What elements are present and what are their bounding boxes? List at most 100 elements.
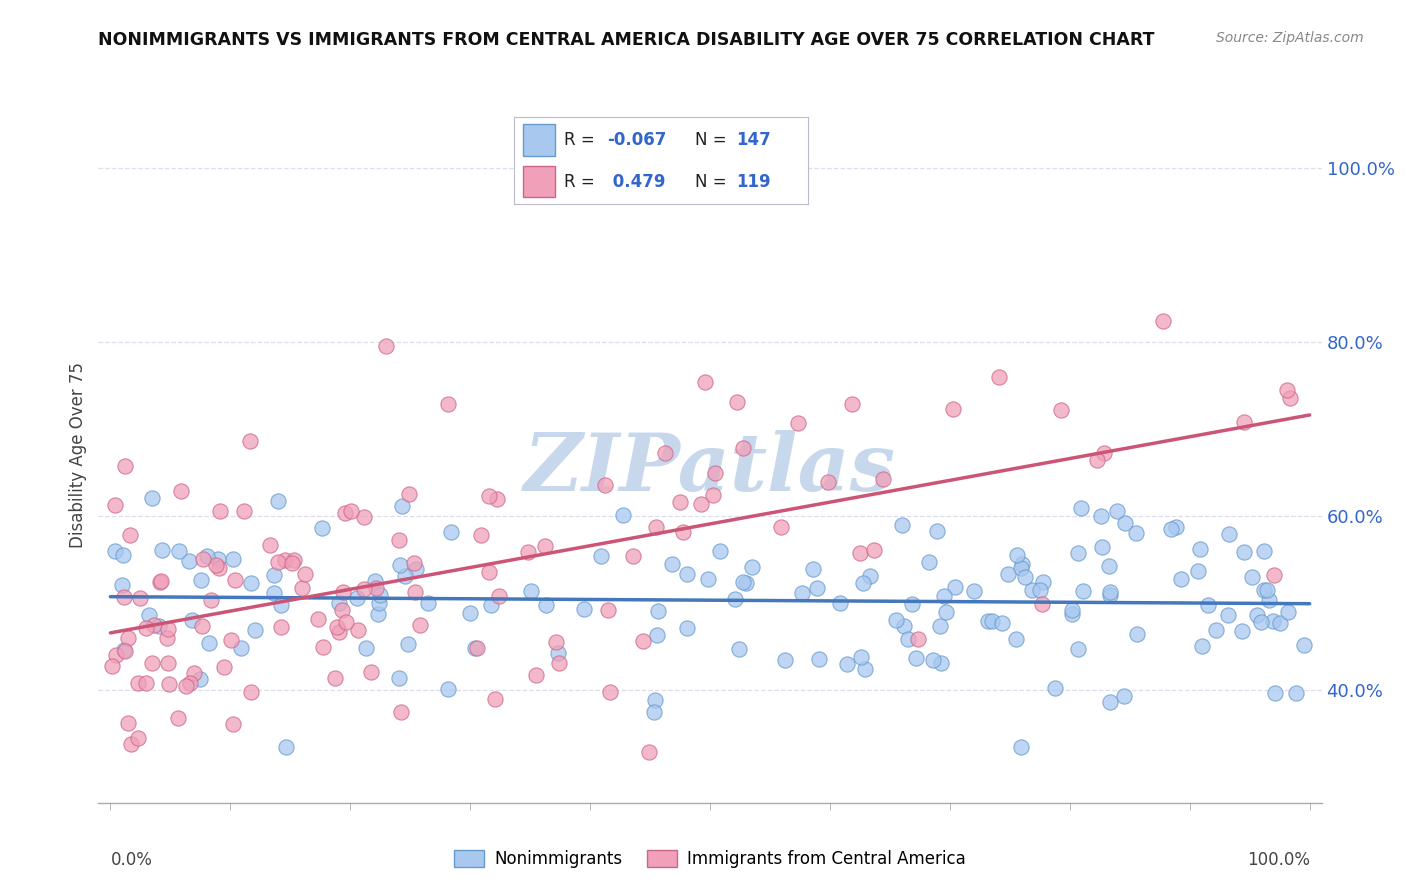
Point	[221, 552, 243, 566]
Point	[835, 657, 858, 672]
Point	[935, 605, 957, 619]
Point	[1090, 508, 1112, 523]
Point	[1191, 639, 1213, 653]
Point	[229, 641, 252, 656]
Point	[388, 533, 411, 548]
Point	[1014, 570, 1036, 584]
Point	[143, 617, 166, 632]
Point	[704, 467, 727, 481]
Point	[1160, 521, 1182, 535]
Point	[135, 621, 157, 635]
Point	[239, 575, 262, 590]
Point	[645, 628, 668, 642]
Point	[311, 521, 333, 535]
Text: Source: ZipAtlas.com: Source: ZipAtlas.com	[1216, 31, 1364, 45]
Point	[863, 542, 886, 557]
Point	[1285, 686, 1308, 700]
Point	[1253, 583, 1275, 598]
Point	[128, 591, 150, 605]
Point	[676, 567, 699, 582]
Point	[599, 685, 621, 699]
Point	[157, 677, 180, 691]
Point	[808, 652, 831, 666]
Point	[263, 586, 285, 600]
Point	[335, 615, 357, 629]
Point	[114, 644, 136, 658]
Point	[589, 549, 612, 563]
Point	[1197, 598, 1219, 612]
Point	[773, 653, 796, 667]
Point	[332, 584, 354, 599]
Point	[180, 613, 202, 627]
Point	[364, 582, 387, 596]
Point	[340, 504, 363, 518]
Point	[897, 632, 920, 647]
Point	[169, 484, 191, 499]
Point	[853, 662, 876, 676]
Point	[330, 603, 353, 617]
Point	[741, 559, 763, 574]
Text: 100.0%: 100.0%	[1247, 851, 1309, 869]
Point	[148, 618, 170, 632]
Point	[872, 472, 894, 486]
Point	[183, 666, 205, 681]
Point	[416, 596, 439, 610]
Point	[1263, 568, 1285, 582]
Point	[259, 538, 281, 552]
Point	[190, 618, 212, 632]
Point	[1233, 415, 1256, 429]
Point	[977, 615, 1000, 629]
Point	[621, 549, 644, 563]
Point	[932, 589, 955, 603]
Point	[1188, 542, 1211, 557]
Point	[307, 612, 329, 626]
Point	[1098, 559, 1121, 574]
Point	[353, 582, 375, 596]
Point	[117, 715, 139, 730]
Point	[702, 488, 724, 502]
Point	[1250, 615, 1272, 629]
Point	[204, 558, 226, 572]
Point	[1164, 520, 1187, 534]
Point	[156, 631, 179, 645]
Point	[174, 679, 197, 693]
Point	[368, 596, 391, 610]
Point	[267, 493, 290, 508]
Point	[135, 676, 157, 690]
Point	[1126, 627, 1149, 641]
Point	[734, 576, 756, 591]
Point	[893, 619, 915, 633]
Point	[770, 519, 793, 533]
Point	[963, 584, 986, 599]
Point	[633, 633, 655, 648]
Point	[904, 651, 927, 665]
Point	[1004, 632, 1026, 646]
Point	[851, 649, 873, 664]
Point	[516, 545, 538, 559]
Point	[335, 506, 357, 520]
Point	[328, 625, 350, 640]
Point	[149, 575, 172, 590]
Point	[179, 676, 201, 690]
Point	[1246, 608, 1268, 623]
Point	[907, 632, 929, 646]
Point	[1253, 544, 1275, 558]
Point	[1257, 592, 1279, 607]
Point	[574, 602, 596, 616]
Point	[644, 520, 666, 534]
Point	[1114, 516, 1136, 531]
Point	[1205, 623, 1227, 637]
Point	[212, 659, 235, 673]
Point	[114, 458, 136, 473]
Point	[1232, 624, 1254, 638]
Point	[891, 517, 914, 532]
Point	[437, 682, 460, 697]
Point	[612, 508, 634, 522]
Point	[188, 673, 211, 687]
Point	[219, 632, 242, 647]
Point	[644, 693, 666, 707]
Point	[224, 573, 246, 587]
Point	[852, 575, 875, 590]
Point	[111, 578, 134, 592]
Point	[118, 528, 141, 542]
